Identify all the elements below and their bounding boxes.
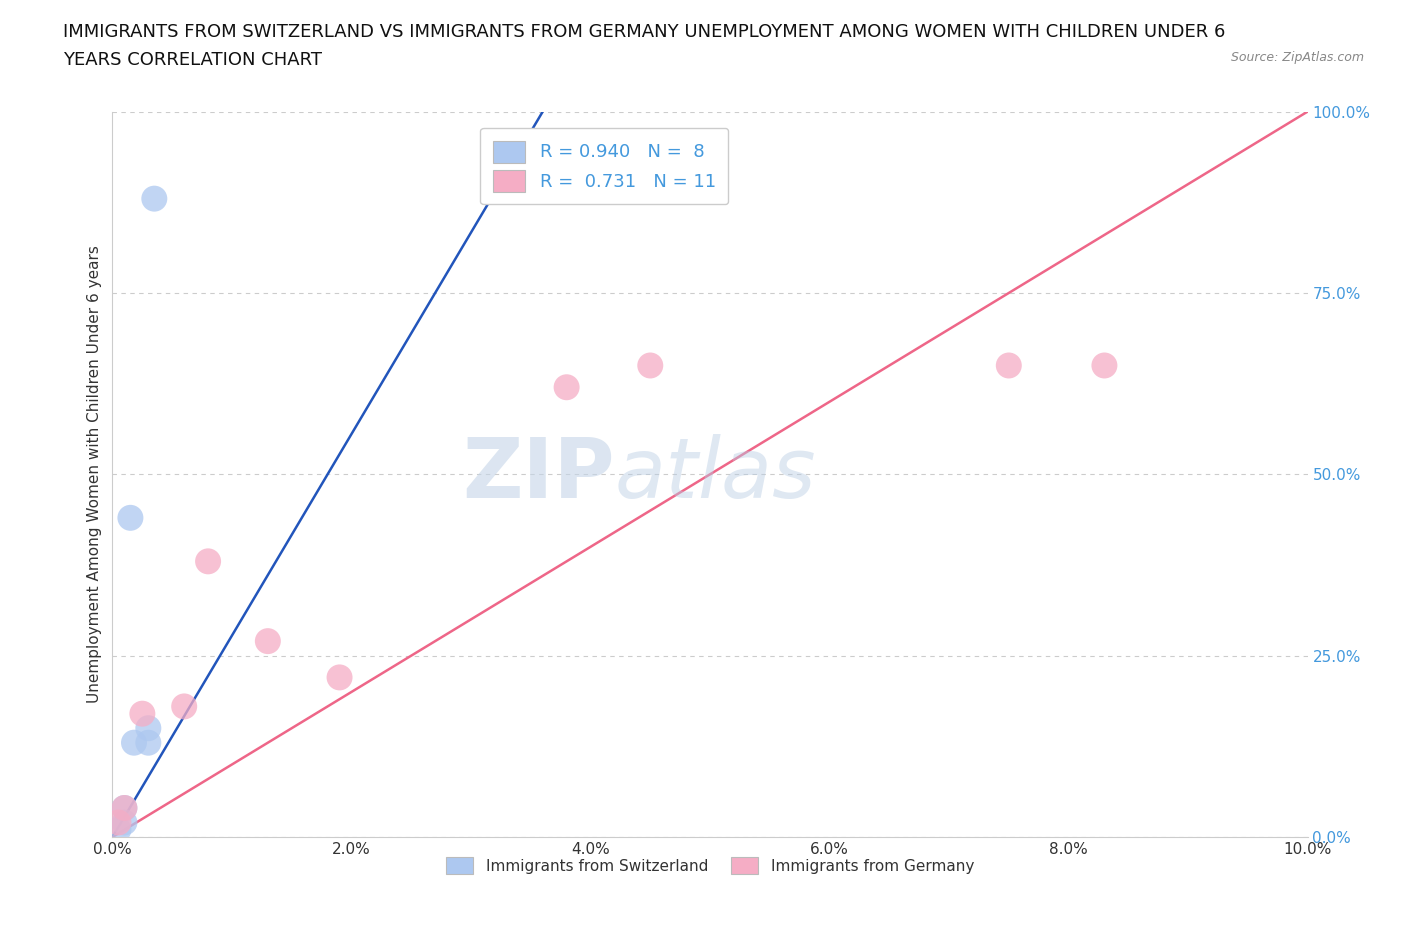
Point	[143, 192, 166, 206]
Point	[640, 358, 662, 373]
Text: ZIP: ZIP	[463, 433, 614, 515]
Point	[138, 721, 160, 736]
Point	[1094, 358, 1116, 373]
Point	[173, 699, 195, 714]
Text: Source: ZipAtlas.com: Source: ZipAtlas.com	[1230, 51, 1364, 64]
Point	[107, 815, 129, 830]
Text: IMMIGRANTS FROM SWITZERLAND VS IMMIGRANTS FROM GERMANY UNEMPLOYMENT AMONG WOMEN : IMMIGRANTS FROM SWITZERLAND VS IMMIGRANT…	[63, 23, 1226, 41]
Point	[138, 736, 160, 751]
Point	[998, 358, 1021, 373]
Text: atlas: atlas	[614, 433, 815, 515]
Legend: Immigrants from Switzerland, Immigrants from Germany: Immigrants from Switzerland, Immigrants …	[440, 851, 980, 880]
Point	[114, 801, 135, 816]
Point	[257, 633, 280, 648]
Point	[122, 736, 145, 751]
Point	[197, 554, 219, 569]
Point	[131, 706, 153, 721]
Y-axis label: Unemployment Among Women with Children Under 6 years: Unemployment Among Women with Children U…	[87, 246, 103, 703]
Point	[120, 511, 142, 525]
Text: YEARS CORRELATION CHART: YEARS CORRELATION CHART	[63, 51, 322, 69]
Point	[329, 670, 352, 684]
Point	[555, 379, 578, 394]
Point	[114, 801, 135, 816]
Point	[107, 822, 129, 837]
Point	[114, 815, 135, 830]
